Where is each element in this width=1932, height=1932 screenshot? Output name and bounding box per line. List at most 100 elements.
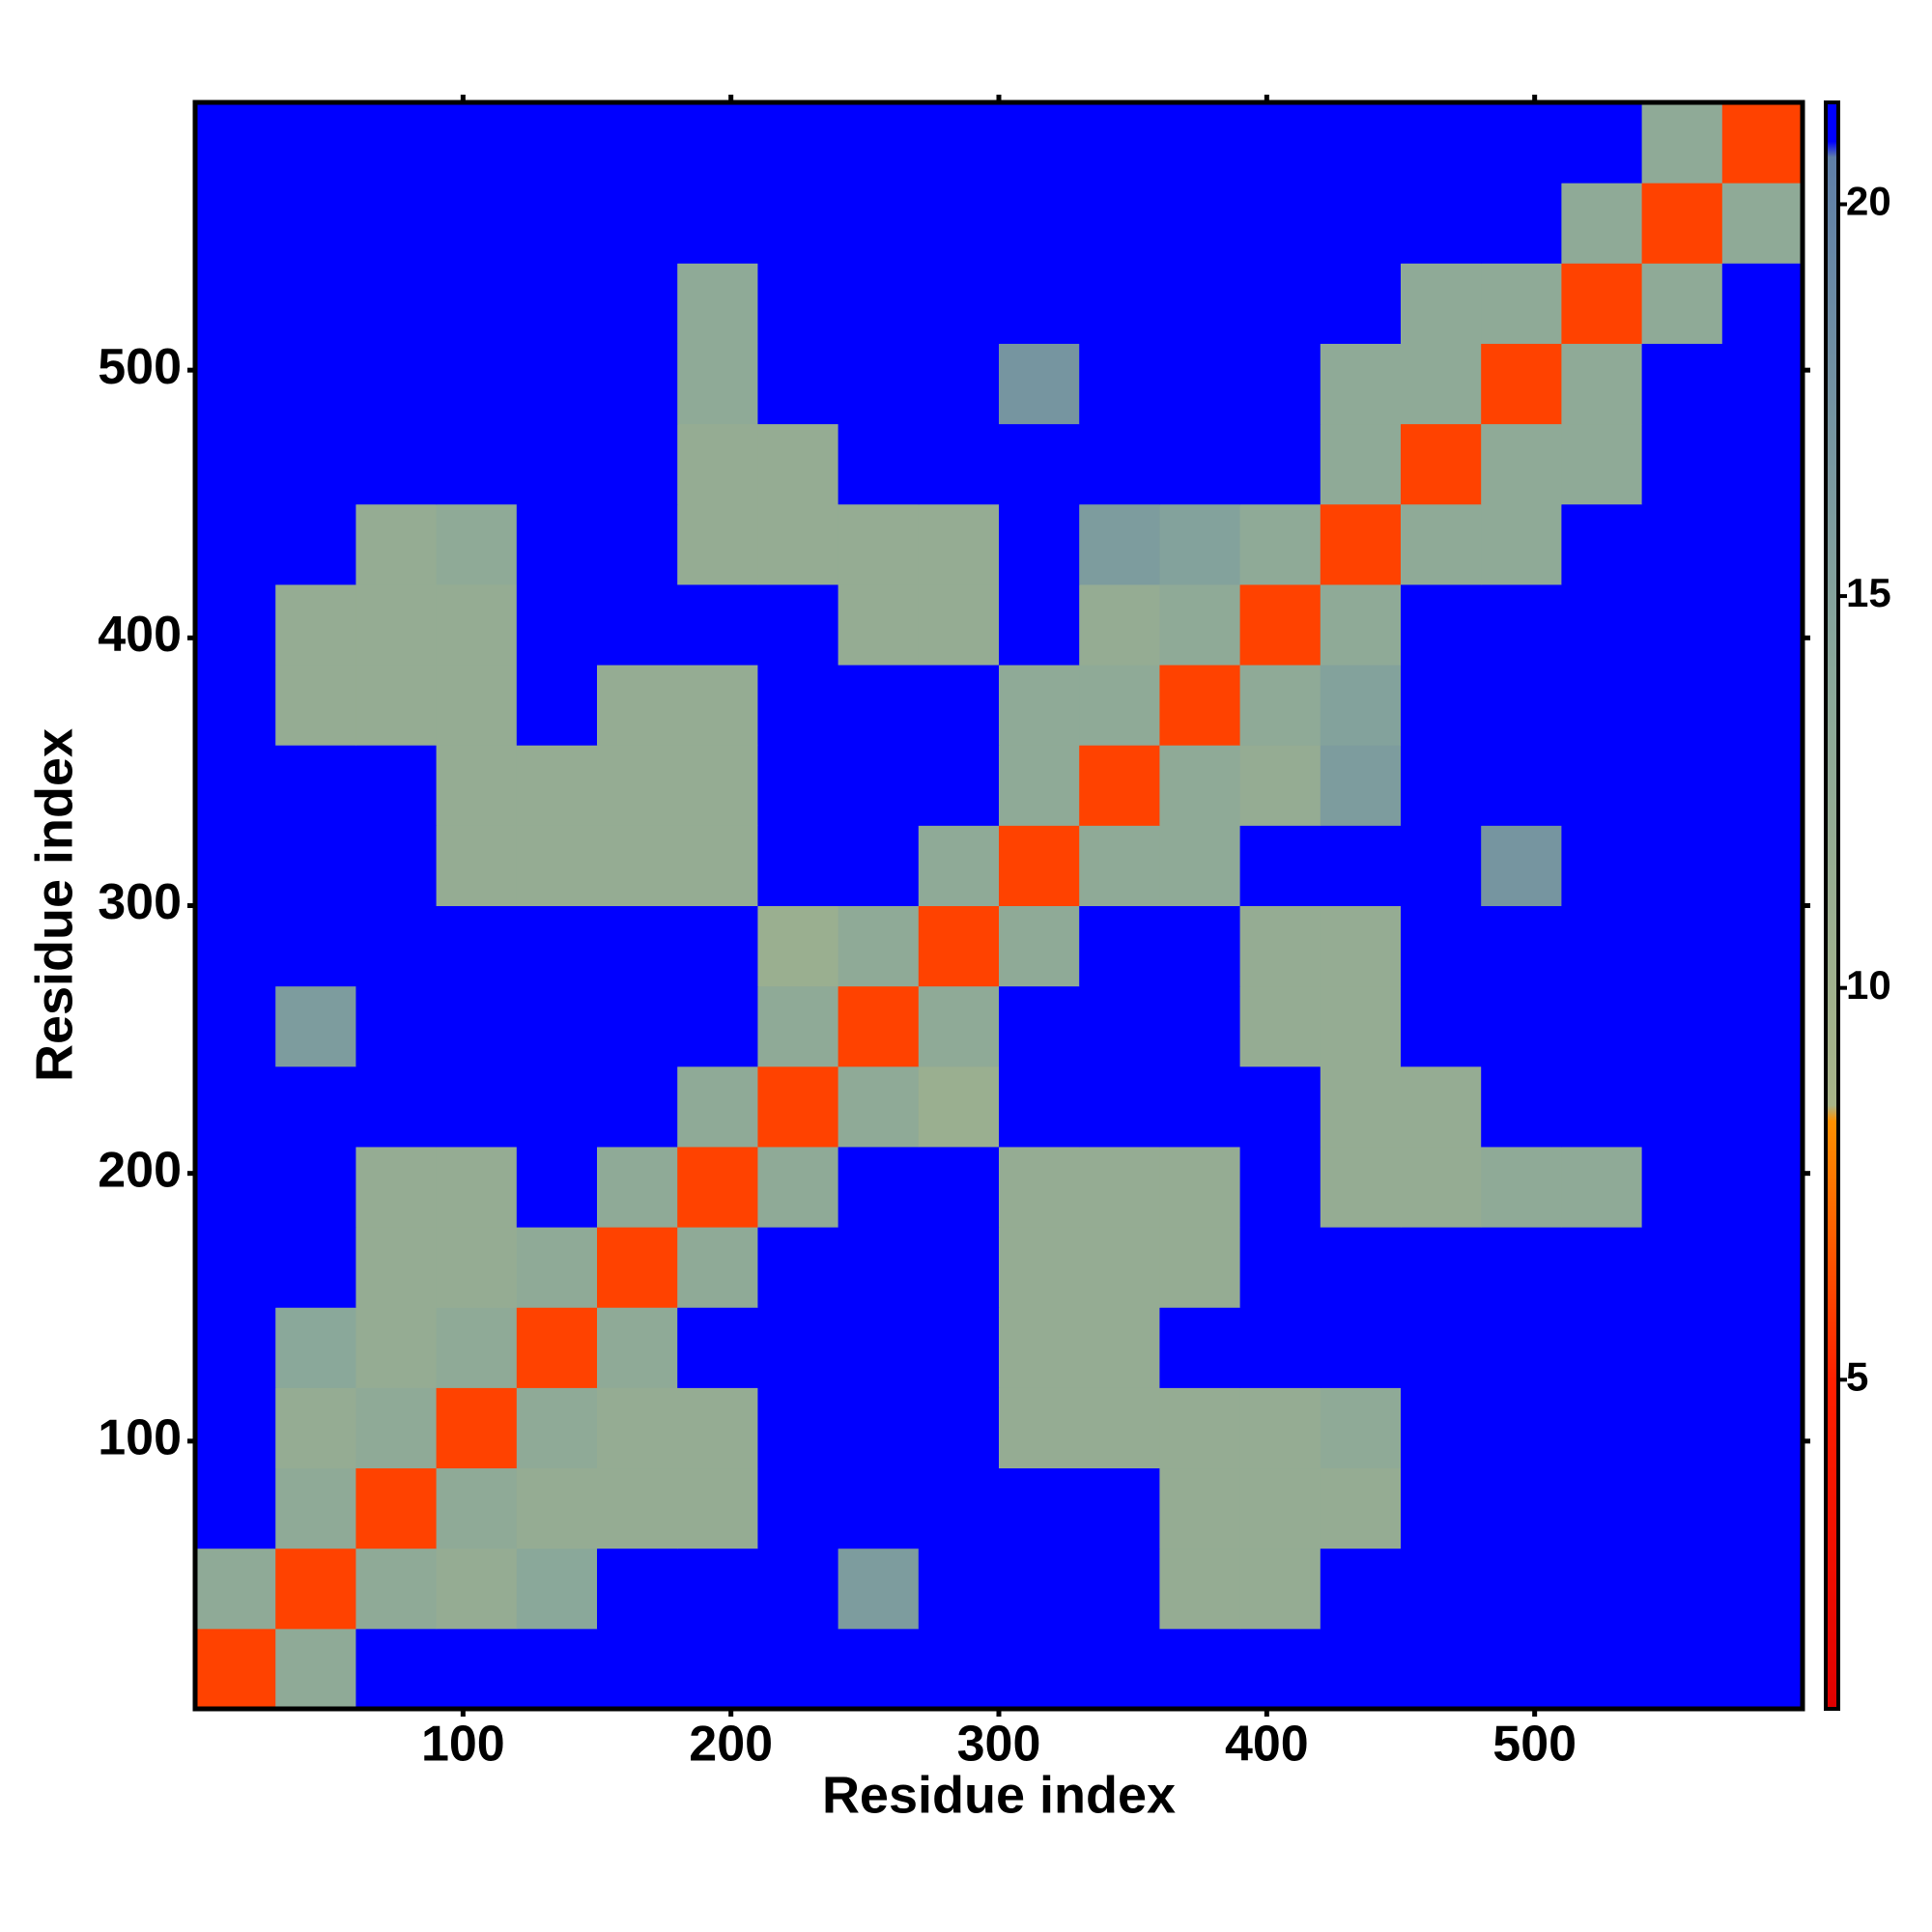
heatmap-cell bbox=[918, 263, 1000, 344]
heatmap-cell bbox=[757, 102, 839, 184]
heatmap-cell bbox=[1561, 583, 1643, 666]
heatmap-cell bbox=[1481, 263, 1562, 344]
heatmap-cell bbox=[355, 1146, 438, 1228]
heatmap-cell bbox=[1641, 1548, 1723, 1630]
heatmap-cell bbox=[436, 1628, 518, 1710]
heatmap-cell bbox=[1641, 263, 1723, 344]
heatmap-cell bbox=[918, 343, 1000, 425]
heatmap-cell bbox=[1239, 1548, 1321, 1630]
heatmap-cell bbox=[1481, 583, 1562, 666]
heatmap-cell bbox=[838, 1628, 920, 1710]
heatmap-cell bbox=[1401, 1628, 1482, 1710]
heatmap-cell bbox=[1561, 423, 1643, 505]
heatmap-cell bbox=[1079, 745, 1160, 826]
x-axis-label: Residue index bbox=[822, 1766, 1176, 1824]
heatmap-cell bbox=[355, 665, 438, 746]
heatmap-cell bbox=[918, 1065, 1000, 1148]
heatmap-cell bbox=[1320, 825, 1402, 906]
heatmap-cell bbox=[999, 905, 1080, 987]
heatmap-cell bbox=[1320, 1146, 1402, 1228]
heatmap-cell bbox=[838, 1065, 920, 1148]
heatmap-cell bbox=[1401, 423, 1482, 505]
heatmap-cell bbox=[757, 1307, 839, 1388]
heatmap-cell bbox=[918, 102, 1000, 184]
heatmap-cell bbox=[1079, 343, 1160, 425]
heatmap-cell bbox=[1239, 102, 1321, 184]
heatmap-cell bbox=[597, 1387, 678, 1469]
heatmap-cell bbox=[436, 343, 518, 425]
heatmap-cell bbox=[1401, 985, 1482, 1067]
heatmap-cell bbox=[757, 665, 839, 746]
heatmap-cell bbox=[838, 343, 920, 425]
heatmap-cell bbox=[436, 583, 518, 666]
heatmap-cell bbox=[757, 1467, 839, 1549]
heatmap-cell bbox=[757, 985, 839, 1067]
heatmap-cell bbox=[436, 423, 518, 505]
heatmap-cell bbox=[1641, 1227, 1723, 1308]
heatmap-cell bbox=[999, 263, 1080, 344]
y-tick-label: 500 bbox=[98, 339, 182, 395]
heatmap-cell bbox=[436, 102, 518, 184]
heatmap-cell bbox=[677, 665, 758, 746]
heatmap-cell bbox=[999, 1387, 1080, 1469]
heatmap-cell bbox=[1641, 503, 1723, 585]
heatmap-cell bbox=[1641, 583, 1723, 666]
heatmap-cell bbox=[1481, 1146, 1562, 1228]
heatmap-cell bbox=[918, 1146, 1000, 1228]
heatmap-cell bbox=[597, 1467, 678, 1549]
heatmap-cell bbox=[838, 985, 920, 1067]
heatmap-cell bbox=[1159, 1628, 1241, 1710]
heatmap-cell bbox=[1641, 1467, 1723, 1549]
heatmap-cell bbox=[195, 1387, 276, 1469]
heatmap-cell bbox=[1159, 825, 1241, 906]
heatmap-cell bbox=[516, 985, 598, 1067]
heatmap-cell bbox=[1159, 1548, 1241, 1630]
y-tick-label: 400 bbox=[98, 607, 182, 663]
heatmap-cell bbox=[1641, 905, 1723, 987]
heatmap-cell bbox=[1320, 1065, 1402, 1148]
heatmap-cell bbox=[1239, 985, 1321, 1067]
heatmap-cell bbox=[999, 1146, 1080, 1228]
x-tick-label: 400 bbox=[1225, 1717, 1309, 1773]
heatmap-cell bbox=[355, 1065, 438, 1148]
heatmap-cell bbox=[1239, 1065, 1321, 1148]
heatmap-cell bbox=[1481, 745, 1562, 826]
heatmap-cell bbox=[1561, 263, 1643, 344]
heatmap-cell bbox=[1721, 263, 1804, 344]
heatmap-cell bbox=[597, 183, 678, 264]
heatmap-cell bbox=[436, 745, 518, 826]
heatmap-cell bbox=[918, 985, 1000, 1067]
heatmap-cell bbox=[1239, 1227, 1321, 1308]
heatmap-cell bbox=[597, 745, 678, 826]
heatmap-cell bbox=[436, 1307, 518, 1388]
heatmap-cell bbox=[1561, 1467, 1643, 1549]
heatmap-cell bbox=[838, 825, 920, 906]
heatmap-cell bbox=[275, 423, 356, 505]
heatmap-cell bbox=[1721, 1307, 1804, 1388]
heatmap-cell bbox=[1641, 183, 1723, 264]
heatmap-cell bbox=[838, 263, 920, 344]
heatmap-cell bbox=[1481, 905, 1562, 987]
heatmap-cell bbox=[677, 745, 758, 826]
heatmap-cell bbox=[1401, 1307, 1482, 1388]
heatmap-cell bbox=[516, 1065, 598, 1148]
heatmap-cell bbox=[436, 503, 518, 585]
heatmap-cell bbox=[516, 583, 598, 666]
heatmap-cell bbox=[838, 183, 920, 264]
heatmap-cell bbox=[1721, 423, 1804, 505]
y-tick-label: 300 bbox=[98, 874, 182, 930]
heatmap-cell bbox=[1239, 745, 1321, 826]
heatmap-cell bbox=[1159, 423, 1241, 505]
heatmap-cell bbox=[1561, 825, 1643, 906]
heatmap-cell bbox=[1641, 1307, 1723, 1388]
heatmap-cell bbox=[1079, 1227, 1160, 1308]
heatmap-cell bbox=[1641, 1387, 1723, 1469]
heatmap-cell bbox=[1401, 343, 1482, 425]
heatmap-cell bbox=[1641, 1628, 1723, 1710]
heatmap-cell bbox=[1320, 1548, 1402, 1630]
heatmap-cell bbox=[1320, 343, 1402, 425]
y-axis-label: Residue index bbox=[25, 728, 83, 1082]
heatmap-cell bbox=[597, 503, 678, 585]
